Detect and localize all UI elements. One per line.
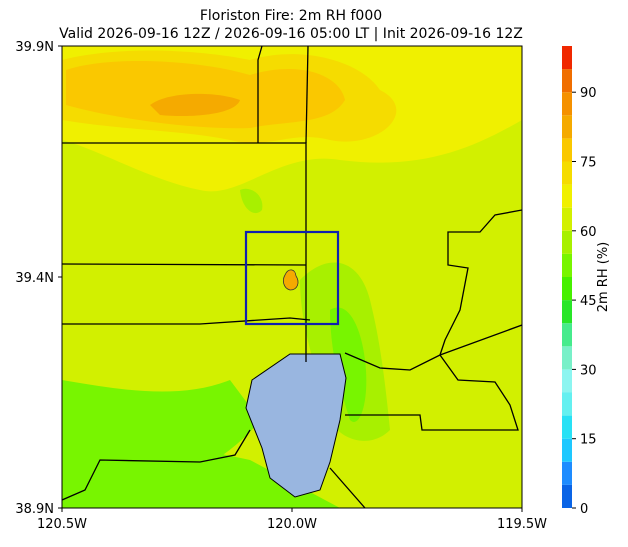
colorbar-segment bbox=[562, 138, 572, 162]
colorbar-segment bbox=[562, 253, 572, 277]
colorbar-tick-label: 60 bbox=[580, 225, 597, 240]
colorbar-segment bbox=[562, 346, 572, 370]
colorbar-tick-label: 90 bbox=[580, 86, 597, 101]
colorbar-label: 2m RH (%) bbox=[596, 242, 611, 313]
y-tick-label: 39.9N bbox=[15, 40, 54, 55]
rh-field bbox=[62, 46, 522, 508]
colorbar-tick-label: 45 bbox=[580, 294, 597, 309]
colorbar-tick-label: 75 bbox=[580, 156, 597, 171]
colorbar-segment bbox=[562, 323, 572, 347]
subtitle: Valid 2026-09-16 12Z / 2026-09-16 05:00 … bbox=[59, 26, 523, 42]
colorbar-segment bbox=[562, 461, 572, 485]
colorbar-segment bbox=[562, 277, 572, 301]
colorbar-segment bbox=[562, 161, 572, 185]
colorbar-segment bbox=[562, 184, 572, 208]
colorbar-segment bbox=[562, 415, 572, 439]
colorbar-segment bbox=[562, 369, 572, 393]
colorbar-segment bbox=[562, 92, 572, 116]
y-tick-label: 39.4N bbox=[15, 271, 54, 286]
x-tick-label: 119.5W bbox=[497, 517, 547, 532]
colorbar-tick-label: 0 bbox=[580, 502, 588, 517]
colorbar-segment bbox=[562, 46, 572, 70]
colorbar-segment bbox=[562, 69, 572, 93]
colorbar-tick-label: 30 bbox=[580, 363, 597, 378]
x-tick-label: 120.0W bbox=[267, 517, 317, 532]
title: Floriston Fire: 2m RH f000 bbox=[200, 8, 382, 24]
colorbar-segment bbox=[562, 230, 572, 254]
colorbar-segment bbox=[562, 115, 572, 139]
colorbar-segment bbox=[562, 392, 572, 416]
x-tick-label: 120.5W bbox=[37, 517, 87, 532]
colorbar-segment bbox=[562, 207, 572, 231]
colorbar-tick-label: 15 bbox=[580, 433, 597, 448]
colorbar-segment bbox=[562, 438, 572, 462]
colorbar-segment bbox=[562, 300, 572, 324]
colorbar-segment bbox=[562, 484, 572, 508]
y-tick-label: 38.9N bbox=[15, 502, 54, 517]
